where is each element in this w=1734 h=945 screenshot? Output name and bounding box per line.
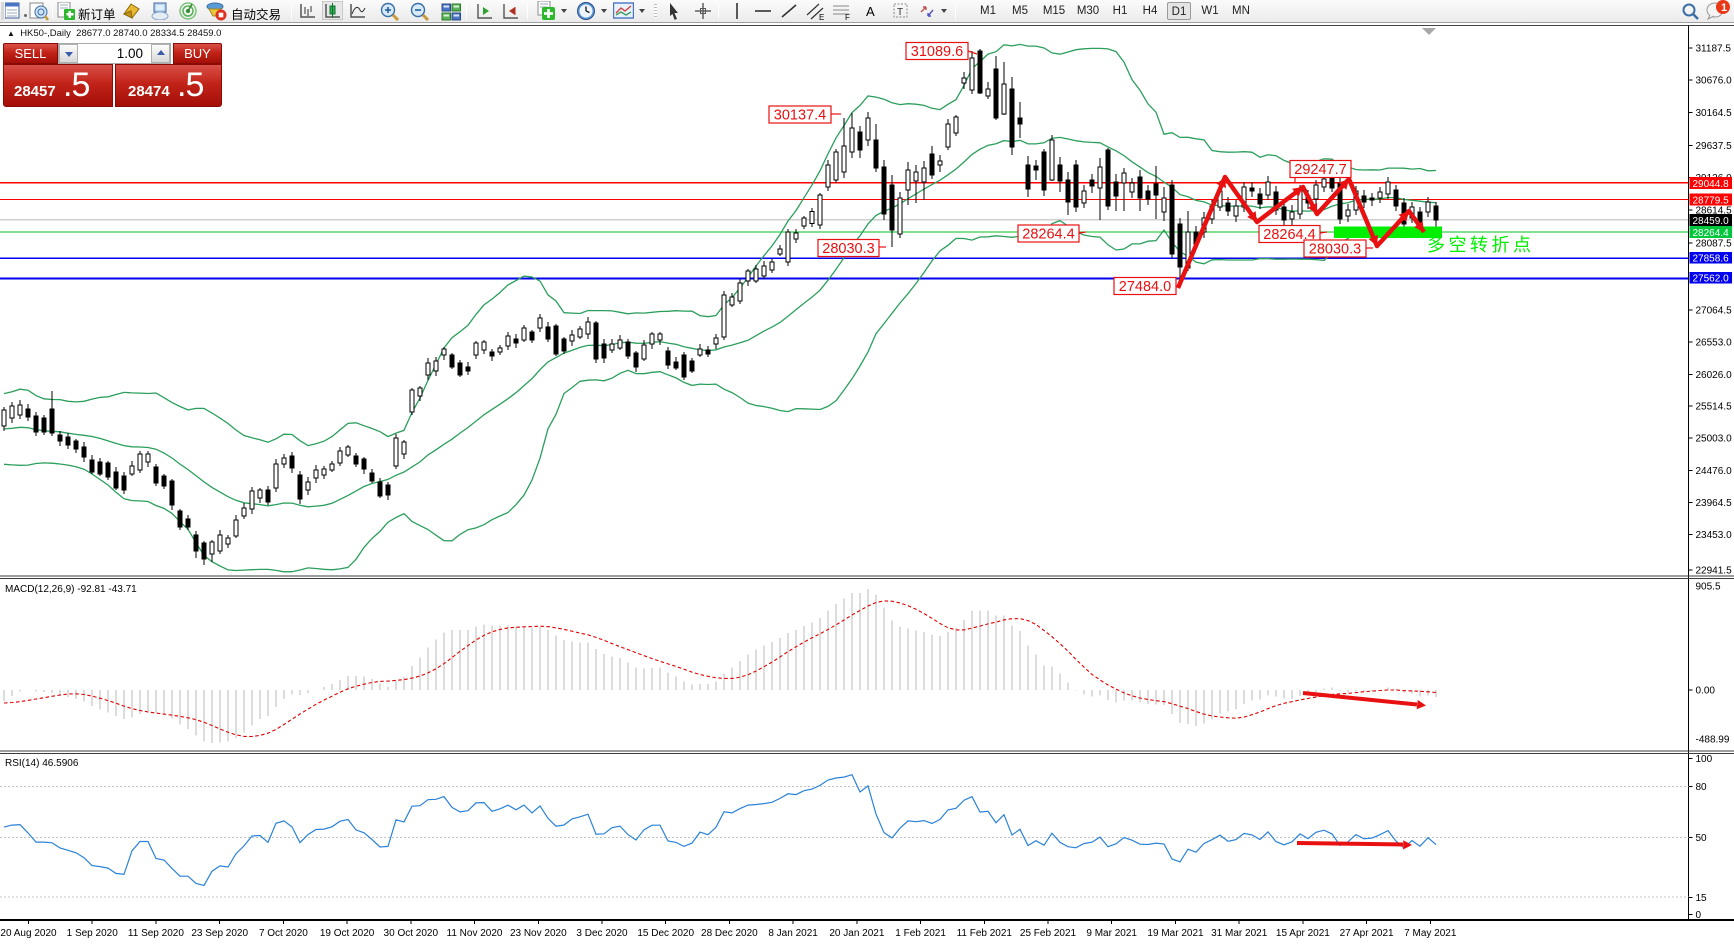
svg-text:23 Sep 2020: 23 Sep 2020	[191, 928, 248, 939]
svg-text:24476.0: 24476.0	[1696, 466, 1733, 477]
svg-text:31 Mar 2021: 31 Mar 2021	[1211, 928, 1268, 939]
svg-text:25514.5: 25514.5	[1696, 402, 1733, 413]
svg-text:23453.0: 23453.0	[1696, 530, 1733, 541]
svg-text:27858.6: 27858.6	[1693, 254, 1730, 265]
svg-text:15 Dec 2020: 15 Dec 2020	[637, 928, 694, 939]
svg-text:15 Apr 2021: 15 Apr 2021	[1276, 928, 1330, 939]
svg-text:28 Dec 2020: 28 Dec 2020	[701, 928, 758, 939]
svg-text:22941.5: 22941.5	[1696, 566, 1733, 577]
svg-text:7 Oct 2020: 7 Oct 2020	[259, 928, 308, 939]
svg-text:27484.0: 27484.0	[1119, 279, 1171, 295]
svg-text:29044.8: 29044.8	[1693, 179, 1730, 190]
svg-text:23 Nov 2020: 23 Nov 2020	[510, 928, 567, 939]
svg-text:30 Oct 2020: 30 Oct 2020	[384, 928, 439, 939]
svg-text:T: T	[897, 7, 903, 18]
svg-text:29247.7: 29247.7	[1294, 162, 1346, 178]
svg-text:27 Apr 2021: 27 Apr 2021	[1340, 928, 1394, 939]
svg-text:11 Feb 2021: 11 Feb 2021	[957, 928, 1013, 939]
svg-text:0.00: 0.00	[1696, 686, 1716, 697]
svg-text:-488.99: -488.99	[1696, 735, 1730, 746]
svg-text:30676.0: 30676.0	[1696, 76, 1733, 87]
svg-text:28087.5: 28087.5	[1696, 239, 1733, 250]
svg-text:19 Mar 2021: 19 Mar 2021	[1147, 928, 1204, 939]
svg-text:26026.0: 26026.0	[1696, 370, 1733, 381]
svg-text:27064.5: 27064.5	[1696, 305, 1733, 316]
svg-text:28030.3: 28030.3	[1309, 242, 1361, 258]
svg-text:19 Oct 2020: 19 Oct 2020	[320, 928, 375, 939]
svg-text:RSI(14) 46.5906: RSI(14) 46.5906	[5, 758, 79, 769]
svg-text:905.5: 905.5	[1696, 582, 1721, 593]
svg-text:31187.5: 31187.5	[1696, 44, 1732, 55]
svg-text:1: 1	[1721, 2, 1727, 14]
svg-text:26553.0: 26553.0	[1696, 337, 1733, 348]
svg-text:30137.4: 30137.4	[774, 108, 826, 124]
svg-text:1 Sep 2020: 1 Sep 2020	[67, 928, 119, 939]
svg-text:28459.0: 28459.0	[1693, 216, 1730, 227]
svg-text:80: 80	[1696, 782, 1708, 793]
svg-text:7 May 2021: 7 May 2021	[1404, 928, 1457, 939]
svg-text:30164.5: 30164.5	[1696, 108, 1733, 119]
svg-text:1 Feb 2021: 1 Feb 2021	[895, 928, 946, 939]
svg-text:20 Aug 2020: 20 Aug 2020	[0, 928, 57, 939]
svg-text:25003.0: 25003.0	[1696, 434, 1733, 445]
svg-text:28779.5: 28779.5	[1693, 195, 1730, 206]
svg-text:28264.4: 28264.4	[1263, 227, 1315, 243]
svg-text:MACD(12,26,9) -92.81 -43.71: MACD(12,26,9) -92.81 -43.71	[5, 584, 137, 595]
svg-text:多空转折点: 多空转折点	[1427, 235, 1535, 255]
svg-text:50: 50	[1696, 833, 1708, 844]
svg-text:27562.0: 27562.0	[1693, 274, 1730, 285]
svg-text:20 Jan 2021: 20 Jan 2021	[829, 928, 884, 939]
svg-text:9 Mar 2021: 9 Mar 2021	[1086, 928, 1137, 939]
svg-text:25 Feb 2021: 25 Feb 2021	[1020, 928, 1077, 939]
svg-text:8 Jan 2021: 8 Jan 2021	[768, 928, 818, 939]
svg-text:11 Nov 2020: 11 Nov 2020	[447, 928, 503, 939]
svg-text:28030.3: 28030.3	[822, 241, 874, 257]
svg-text:29637.5: 29637.5	[1696, 141, 1733, 152]
svg-text:E: E	[819, 13, 824, 21]
svg-text:100: 100	[1696, 754, 1713, 765]
svg-text:28264.4: 28264.4	[1022, 227, 1074, 243]
svg-text:15: 15	[1696, 893, 1708, 904]
svg-text:11 Sep 2020: 11 Sep 2020	[128, 928, 184, 939]
svg-text:F: F	[845, 13, 850, 21]
svg-text:28264.4: 28264.4	[1693, 228, 1730, 239]
svg-text:31089.6: 31089.6	[911, 44, 963, 60]
svg-text:3 Dec 2020: 3 Dec 2020	[576, 928, 628, 939]
svg-text:28614.5: 28614.5	[1696, 205, 1733, 216]
svg-text:0: 0	[1696, 910, 1702, 921]
svg-text:23964.5: 23964.5	[1696, 498, 1733, 509]
